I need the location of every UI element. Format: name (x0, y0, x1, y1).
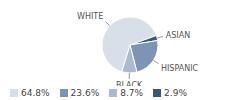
svg-text:WHITE: WHITE (77, 12, 103, 21)
html-text:23.6%: 23.6% (70, 88, 100, 98)
svg-text:ASIAN: ASIAN (166, 31, 190, 40)
html-text:8.7%: 8.7% (120, 88, 144, 98)
html-text:64.8%: 64.8% (21, 88, 50, 98)
svg-text:BLACK: BLACK (116, 81, 143, 86)
html-text:2.9%: 2.9% (164, 88, 187, 98)
svg-text:HISPANIC: HISPANIC (161, 64, 199, 73)
